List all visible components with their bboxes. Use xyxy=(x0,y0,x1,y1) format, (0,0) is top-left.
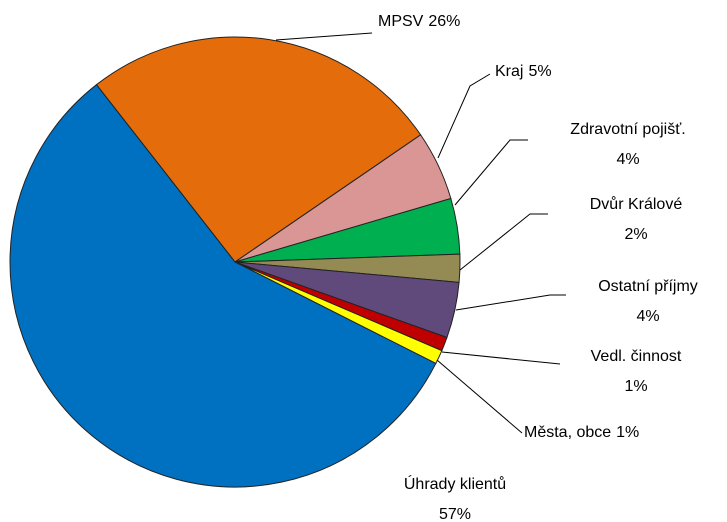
label-category: Vedl. činnost xyxy=(591,348,682,365)
data-label: Dvůr Králové 2% xyxy=(590,195,683,243)
leader-line xyxy=(454,139,528,206)
label-value: 4% xyxy=(636,308,659,325)
label-category: Ostatní příjmy xyxy=(598,278,698,295)
label-category: Zdravotní pojišť. xyxy=(570,121,685,138)
label-value: 57% xyxy=(439,506,471,522)
label-value: 26% xyxy=(428,13,460,30)
pie-slice xyxy=(9,83,437,488)
leader-line xyxy=(275,32,373,41)
leader-line xyxy=(436,359,523,434)
data-label: Kraj 5% xyxy=(495,63,552,80)
label-category: Kraj xyxy=(495,63,523,80)
label-value: 2% xyxy=(624,226,647,243)
data-label: MPSV 26% xyxy=(378,13,460,30)
label-value: 1% xyxy=(616,424,639,441)
label-category: Města, obce xyxy=(524,424,611,441)
label-category: Úhrady klientů xyxy=(404,474,506,493)
leader-line xyxy=(455,294,566,311)
data-label: Města, obce 1% xyxy=(524,424,639,441)
label-category: MPSV xyxy=(378,13,424,30)
data-label: Zdravotní pojišť. 4% xyxy=(570,121,685,168)
leader-line xyxy=(459,213,548,271)
leader-line xyxy=(437,73,491,159)
data-label: Úhrady klientů 57% xyxy=(404,474,506,522)
label-category: Dvůr Králové xyxy=(590,195,683,213)
pie-slice xyxy=(95,36,422,263)
data-label: Vedl. činnost 1% xyxy=(591,348,682,395)
label-value: 4% xyxy=(616,151,639,168)
label-value: 5% xyxy=(528,63,551,80)
label-value: 1% xyxy=(624,378,647,395)
leader-line xyxy=(441,351,561,365)
data-label: Ostatní příjmy 4% xyxy=(598,278,698,325)
